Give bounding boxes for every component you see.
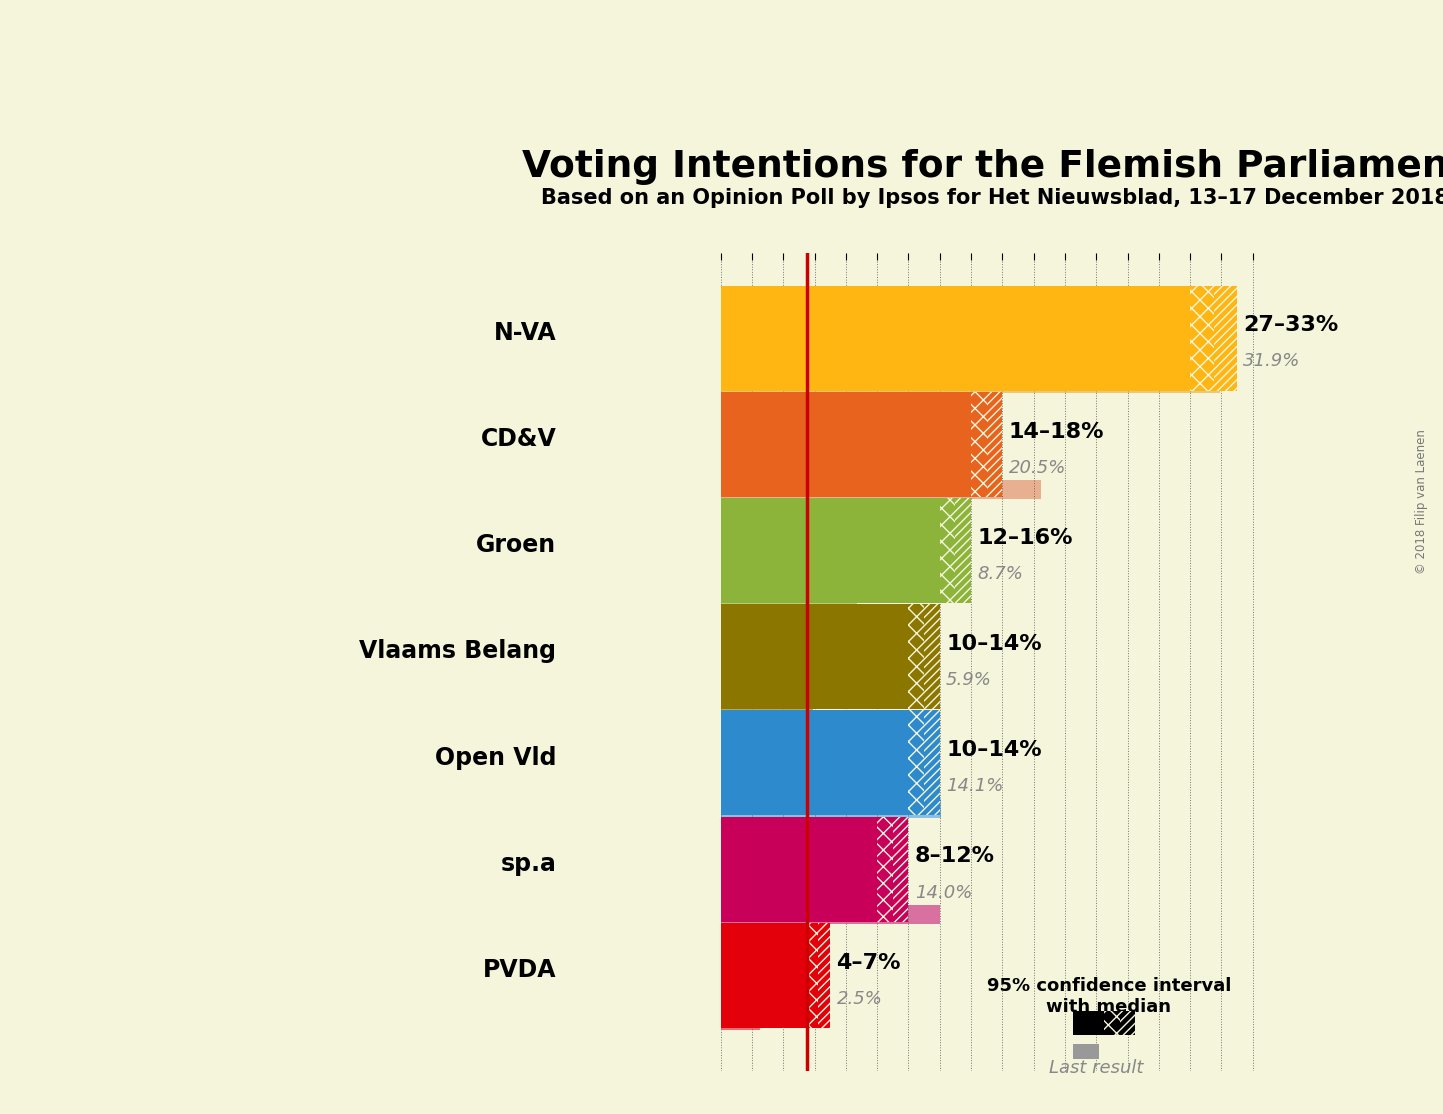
Text: Vlaams Belang: Vlaams Belang bbox=[359, 639, 557, 664]
Text: 14–18%: 14–18% bbox=[1009, 421, 1104, 441]
Bar bbox=[720, 817, 909, 921]
Bar bbox=[1214, 285, 1237, 391]
Bar bbox=[1120, 1012, 1136, 1035]
Bar bbox=[1190, 285, 1214, 391]
Bar bbox=[955, 498, 971, 603]
Bar bbox=[1072, 1045, 1100, 1059]
Text: 95% confidence interval
with median: 95% confidence interval with median bbox=[987, 977, 1231, 1016]
Bar bbox=[720, 711, 939, 815]
Bar bbox=[924, 711, 939, 815]
Text: N-VA: N-VA bbox=[494, 321, 557, 344]
Text: CD&V: CD&V bbox=[481, 427, 557, 451]
Bar bbox=[807, 922, 818, 1028]
Bar bbox=[924, 604, 939, 710]
Bar bbox=[720, 498, 971, 603]
Text: Based on an Opinion Poll by Ipsos for Het Nieuwsblad, 13–17 December 2018: Based on an Opinion Poll by Ipsos for He… bbox=[541, 188, 1443, 208]
Text: 2.5%: 2.5% bbox=[837, 989, 882, 1008]
Bar bbox=[720, 905, 939, 924]
Bar bbox=[720, 480, 1042, 499]
Bar bbox=[971, 392, 987, 497]
Text: 20.5%: 20.5% bbox=[1009, 459, 1066, 477]
Bar bbox=[939, 498, 955, 603]
Bar bbox=[818, 922, 830, 1028]
Bar bbox=[893, 817, 909, 921]
Bar bbox=[1072, 1012, 1104, 1035]
Text: 14.0%: 14.0% bbox=[915, 883, 973, 901]
Text: 14.1%: 14.1% bbox=[947, 778, 1003, 795]
Bar bbox=[720, 374, 1219, 393]
Text: 31.9%: 31.9% bbox=[1244, 352, 1300, 371]
Text: 12–16%: 12–16% bbox=[977, 528, 1072, 548]
Text: Groen: Groen bbox=[476, 534, 557, 557]
Text: © 2018 Filip van Laenen: © 2018 Filip van Laenen bbox=[1414, 429, 1429, 574]
Bar bbox=[720, 392, 1003, 497]
Text: 8.7%: 8.7% bbox=[977, 565, 1023, 583]
Title: Voting Intentions for the Flemish Parliament: Voting Intentions for the Flemish Parlia… bbox=[522, 148, 1443, 185]
Bar bbox=[909, 711, 924, 815]
Text: Open Vld: Open Vld bbox=[434, 745, 557, 770]
Bar bbox=[720, 693, 812, 712]
Bar bbox=[1104, 1012, 1120, 1035]
Text: sp.a: sp.a bbox=[501, 852, 557, 876]
Text: 4–7%: 4–7% bbox=[837, 952, 900, 973]
Bar bbox=[720, 922, 830, 1028]
Text: 10–14%: 10–14% bbox=[947, 634, 1042, 654]
Text: 5.9%: 5.9% bbox=[947, 671, 991, 690]
Text: 8–12%: 8–12% bbox=[915, 847, 994, 867]
Bar bbox=[877, 817, 893, 921]
Text: 27–33%: 27–33% bbox=[1244, 315, 1339, 335]
Bar bbox=[720, 586, 857, 605]
Bar bbox=[720, 1012, 760, 1030]
Text: 10–14%: 10–14% bbox=[947, 740, 1042, 760]
Bar bbox=[909, 604, 924, 710]
Text: PVDA: PVDA bbox=[483, 958, 557, 983]
Bar bbox=[720, 604, 939, 710]
Bar bbox=[720, 799, 941, 818]
Bar bbox=[987, 392, 1003, 497]
Text: Last result: Last result bbox=[1049, 1059, 1143, 1077]
Bar bbox=[720, 285, 1237, 391]
